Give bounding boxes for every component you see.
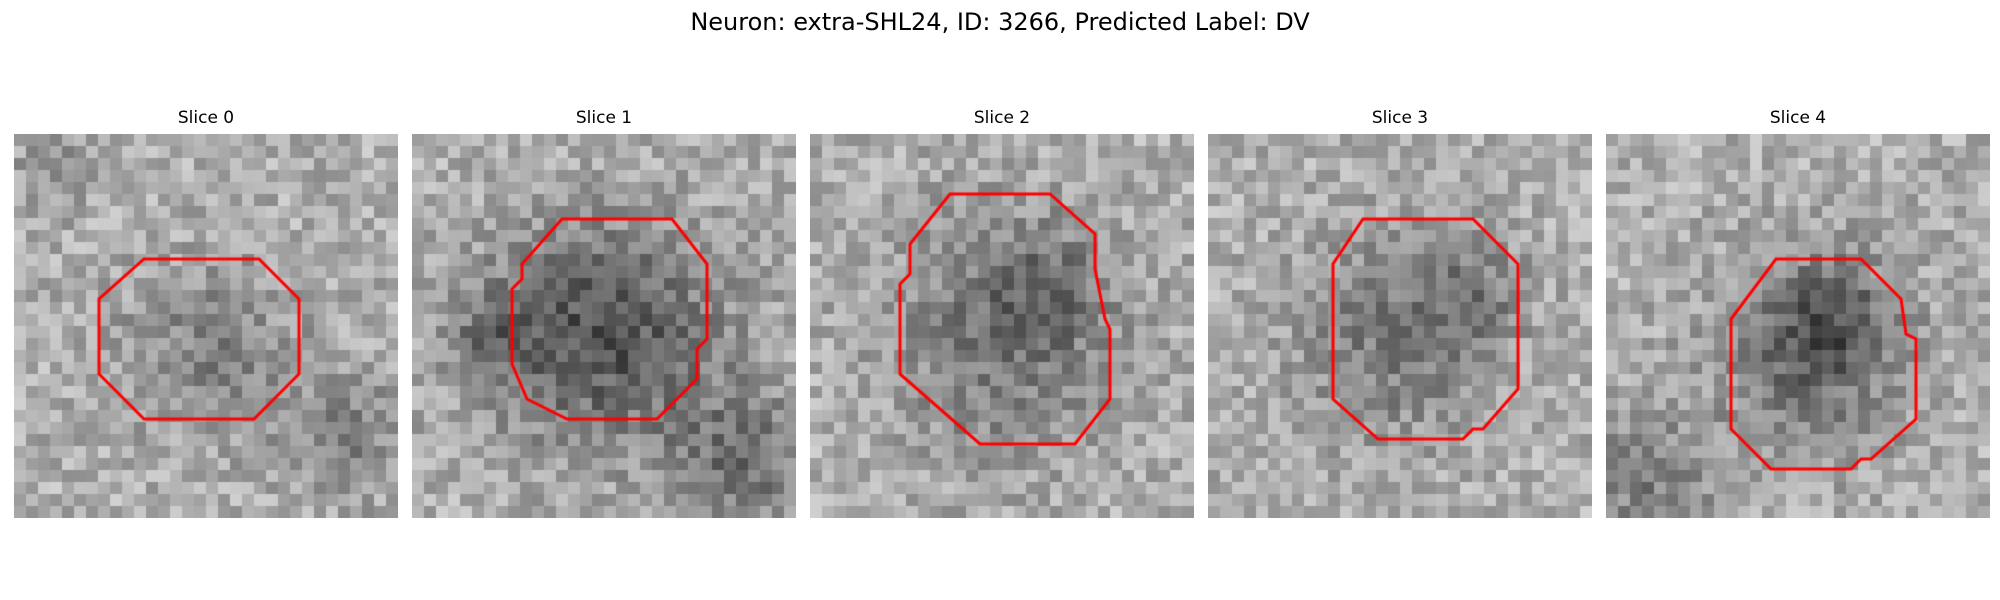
slice-image-4: [1606, 134, 1990, 518]
slice-title-3: Slice 3: [1371, 108, 1429, 128]
slice-panel-1: Slice 1: [412, 108, 796, 524]
slice-panel-4: Slice 4: [1606, 108, 1990, 524]
slice-image-0: [14, 134, 398, 518]
slice-title-4: Slice 4: [1769, 108, 1827, 128]
slice-image-3: [1208, 134, 1592, 518]
slice-image-2: [810, 134, 1194, 518]
slice-title-2: Slice 2: [973, 108, 1031, 128]
figure-title: Neuron: extra-SHL24, ID: 3266, Predicted…: [690, 8, 1310, 36]
slice-title-1: Slice 1: [575, 108, 633, 128]
slice-panel-3: Slice 3: [1208, 108, 1592, 524]
slice-title-0: Slice 0: [177, 108, 235, 128]
slice-panel-0: Slice 0: [14, 108, 398, 524]
slice-panel-2: Slice 2: [810, 108, 1194, 524]
slice-image-1: [412, 134, 796, 518]
